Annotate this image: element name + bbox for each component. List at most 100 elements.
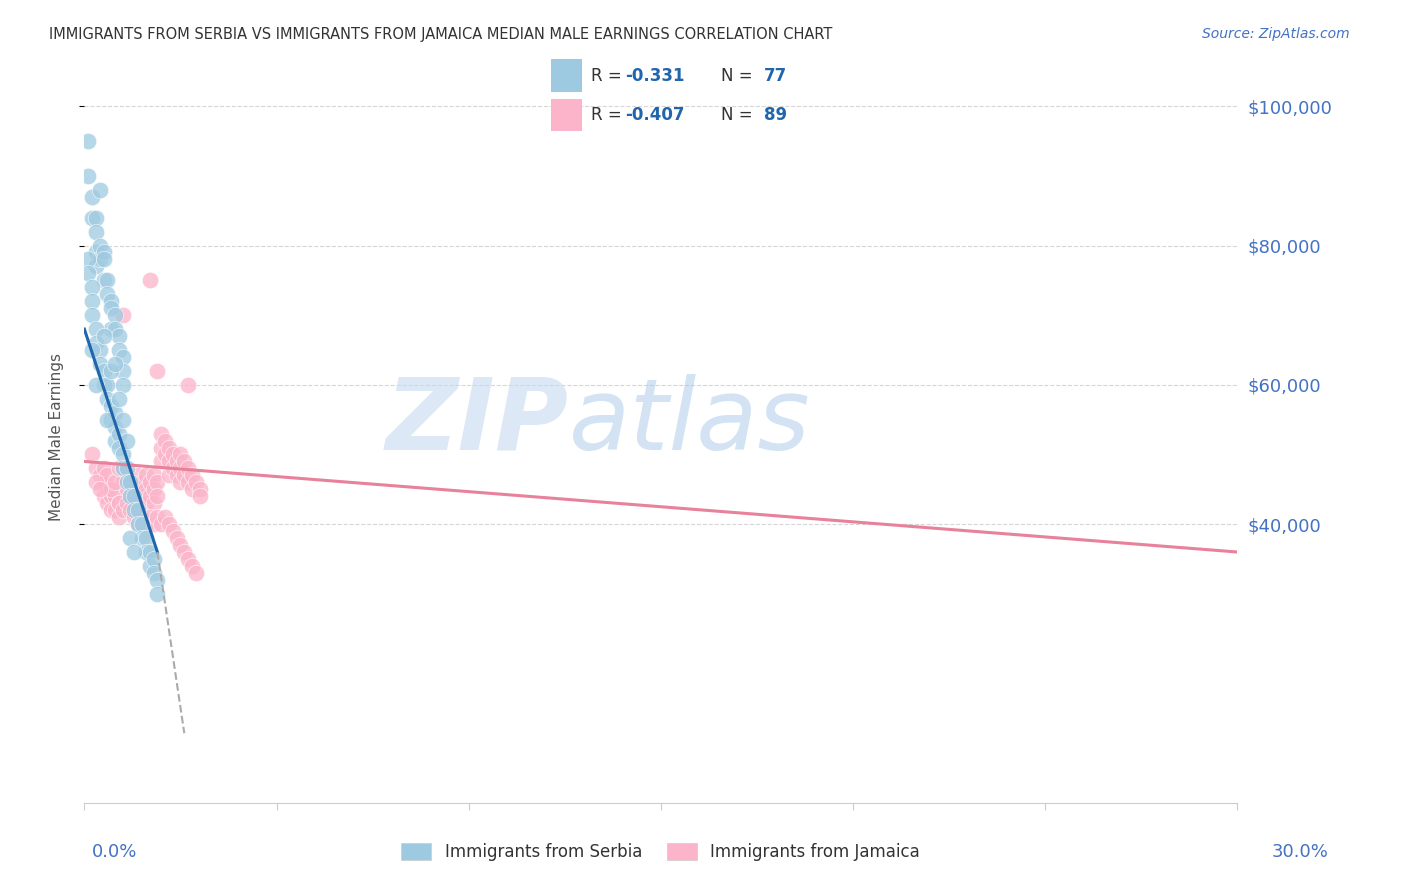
Point (124, 545, 146, 559)
Point (108, 426, 131, 441)
Point (96, 496, 118, 510)
Point (115, 483, 138, 497)
Point (120, 503, 142, 517)
Point (127, 517, 149, 532)
Point (108, 461, 131, 475)
Text: -0.407: -0.407 (624, 106, 685, 124)
Point (100, 322, 122, 336)
Point (93, 273, 115, 287)
Point (120, 489, 142, 503)
Point (93, 377, 115, 392)
Point (80, 211, 103, 225)
Point (127, 468, 149, 483)
Point (80, 343, 103, 357)
Point (135, 468, 157, 483)
Point (120, 489, 142, 503)
Point (108, 441, 131, 455)
Point (93, 461, 115, 475)
Point (111, 503, 134, 517)
Point (135, 545, 157, 559)
Point (93, 364, 115, 378)
Point (124, 489, 146, 503)
Point (138, 510, 160, 524)
Point (104, 406, 127, 420)
Point (166, 531, 188, 545)
Point (80, 190, 103, 204)
Text: N =: N = (721, 68, 758, 86)
Point (93, 252, 115, 267)
Point (108, 496, 131, 510)
Point (131, 475, 153, 490)
Point (111, 377, 134, 392)
Point (150, 426, 173, 441)
Point (80, 280, 103, 294)
Point (157, 517, 180, 532)
Point (162, 448, 184, 462)
Point (115, 434, 138, 448)
Text: Source: ZipAtlas.com: Source: ZipAtlas.com (1202, 27, 1350, 41)
Point (80, 448, 103, 462)
Point (188, 483, 211, 497)
Point (135, 531, 157, 545)
Point (138, 489, 160, 503)
Point (100, 399, 122, 413)
Point (84, 461, 107, 475)
Point (173, 468, 195, 483)
Point (153, 434, 176, 448)
Point (177, 552, 200, 566)
Point (120, 475, 142, 490)
Point (173, 545, 195, 559)
Point (127, 517, 149, 532)
Point (138, 273, 160, 287)
Text: 0.0%: 0.0% (91, 843, 136, 861)
Point (169, 448, 191, 462)
Point (89, 468, 111, 483)
Point (177, 377, 200, 392)
Point (104, 475, 127, 490)
Point (142, 566, 165, 580)
Point (120, 531, 142, 545)
Point (166, 468, 188, 483)
Point (153, 510, 176, 524)
Point (80, 294, 103, 309)
Point (142, 517, 165, 532)
Point (146, 587, 169, 601)
Point (84, 225, 107, 239)
Point (100, 412, 122, 426)
Point (115, 475, 138, 490)
Point (111, 448, 134, 462)
Point (150, 441, 173, 455)
Point (124, 496, 146, 510)
Point (111, 461, 134, 475)
Point (146, 510, 169, 524)
Point (115, 461, 138, 475)
Point (181, 483, 204, 497)
Point (84, 260, 107, 274)
Point (108, 343, 131, 357)
Point (177, 475, 200, 490)
Point (111, 364, 134, 378)
Point (100, 489, 122, 503)
Point (96, 273, 118, 287)
Text: 89: 89 (763, 106, 787, 124)
Point (142, 468, 165, 483)
Point (138, 558, 160, 573)
Point (104, 489, 127, 503)
Y-axis label: Median Male Earnings: Median Male Earnings (49, 353, 63, 521)
Point (89, 343, 111, 357)
Point (104, 357, 127, 371)
Point (80, 308, 103, 322)
Point (108, 392, 131, 406)
Text: 77: 77 (763, 68, 787, 86)
Text: ZIP: ZIP (385, 374, 568, 471)
Point (104, 434, 127, 448)
Point (84, 336, 107, 351)
Point (181, 468, 204, 483)
Point (169, 538, 191, 552)
Point (111, 489, 134, 503)
Point (96, 392, 118, 406)
Point (108, 496, 131, 510)
Point (77, 169, 100, 183)
Point (96, 377, 118, 392)
Point (89, 183, 111, 197)
